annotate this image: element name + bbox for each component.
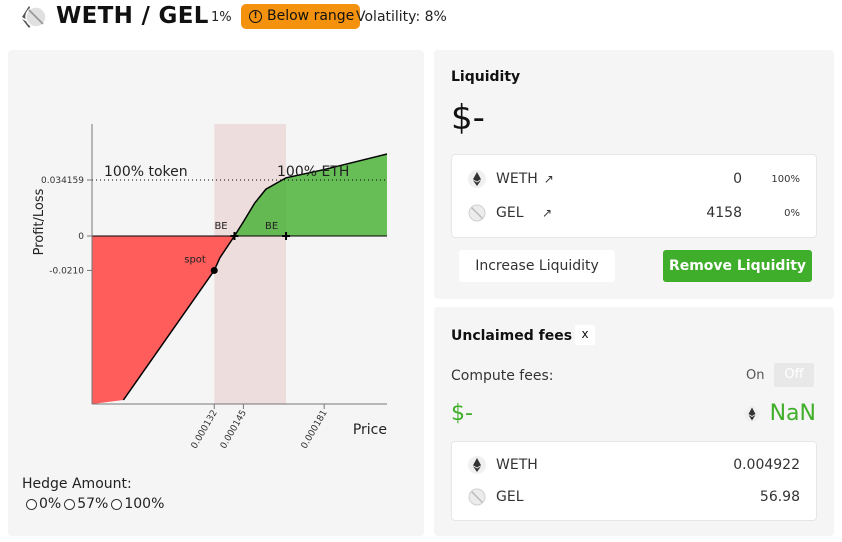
range-status-label: Below range	[267, 8, 355, 24]
loss-area	[92, 236, 235, 404]
compute-fees-toggle-off[interactable]: Off	[774, 363, 814, 387]
break-even-marker	[230, 232, 239, 240]
y-axis-label: Profit/Loss	[32, 188, 47, 255]
hedge-option-0[interactable]: 0%	[26, 496, 61, 512]
spot-point	[210, 266, 218, 274]
gel-token-icon	[468, 204, 486, 222]
token-amount: 0	[733, 171, 742, 187]
break-even-label: BE	[214, 221, 227, 232]
external-link-arrow-icon[interactable]: ↗	[543, 172, 554, 186]
hedge-option-label: 57%	[77, 496, 109, 512]
hedge-amount-options: 0% 57% 100%	[26, 496, 164, 512]
eth-icon	[468, 170, 486, 188]
hedge-option-label: 100%	[124, 496, 165, 512]
fee-token-row-gel: GEL 56.98	[468, 485, 800, 509]
liquidity-title: Liquidity	[451, 69, 521, 85]
profit-area	[234, 154, 387, 236]
range-status-badge: ! Below range	[241, 4, 361, 29]
gel-token-icon	[468, 488, 486, 506]
liquidity-value: $-	[451, 98, 485, 138]
fee-tier: 1%	[211, 10, 232, 25]
pair-tokens-icon	[22, 6, 47, 28]
increase-liquidity-button[interactable]: Increase Liquidity	[459, 250, 615, 282]
eth-icon	[468, 456, 486, 474]
remove-liquidity-button[interactable]: Remove Liquidity	[663, 250, 812, 282]
region-label-eth: 100% ETH	[277, 164, 349, 180]
hedge-option-100[interactable]: 100%	[111, 496, 164, 512]
close-button[interactable]: x	[575, 325, 595, 345]
y-tick-label: -0.0210	[49, 266, 84, 276]
token-row-gel: GEL ↗ 4158 0%	[468, 201, 800, 225]
x-tick-label: 0.000132	[190, 409, 220, 451]
fees-eth-value: NaN	[743, 401, 816, 426]
token-name: WETH	[496, 171, 538, 187]
y-tick-label: 0.034159	[41, 176, 84, 186]
token-name: GEL	[496, 489, 524, 505]
price-range-band	[214, 124, 287, 404]
volatility-label: Volatility: 8%	[356, 9, 447, 25]
token-name: GEL	[496, 205, 524, 221]
token-row-weth: WETH ↗ 0 100%	[468, 167, 800, 191]
x-tick-label: 0.000145	[219, 409, 249, 451]
radio-button[interactable]	[26, 498, 37, 510]
compute-fees-label: Compute fees:	[451, 368, 554, 384]
x-axis-label: Price	[353, 422, 387, 438]
fees-eth-amount: NaN	[769, 401, 816, 426]
position-header: WETH / GEL 1% ! Below range Volatility: …	[0, 0, 842, 40]
fees-token-list: WETH 0.004922 GEL 56.98	[451, 441, 817, 521]
radio-button[interactable]	[64, 498, 76, 510]
x-tick-label: 0.000181	[300, 409, 330, 451]
token-name: WETH	[496, 457, 538, 473]
payoff-chart: 0.034159 0 -0.0210 0.000132 0.000145 0.000181…	[32, 124, 388, 451]
token-amount: 0.004922	[733, 457, 800, 473]
unclaimed-fees-title: Unclaimed fees	[451, 328, 573, 344]
external-link-arrow-icon[interactable]: ↗	[542, 206, 553, 220]
radio-button[interactable]	[111, 498, 123, 510]
token-percent: 0%	[784, 207, 800, 219]
fee-token-row-weth: WETH 0.004922	[468, 453, 800, 477]
fees-usd-value: $-	[451, 401, 473, 426]
compute-fees-toggle-on[interactable]: On	[746, 368, 765, 383]
y-tick-label: 0	[78, 232, 84, 242]
eth-icon	[743, 405, 760, 422]
liquidity-panel: Liquidity $- WETH ↗ 0 100% GEL ↗ 4158 0%…	[434, 50, 834, 299]
pair-title: WETH / GEL	[56, 3, 209, 29]
alert-circle-icon: !	[249, 10, 262, 23]
token-percent: 100%	[771, 173, 800, 185]
token-amount: 4158	[706, 205, 742, 221]
hedge-option-57[interactable]: 57%	[64, 496, 108, 512]
hedge-amount-label: Hedge Amount:	[22, 476, 132, 492]
liquidity-token-list: WETH ↗ 0 100% GEL ↗ 4158 0%	[451, 154, 817, 238]
payoff-chart-panel: 0.034159 0 -0.0210 0.000132 0.000145 0.000181…	[8, 50, 424, 536]
hedge-option-label: 0%	[39, 496, 62, 512]
region-label-token: 100% token	[104, 164, 188, 180]
token-amount: 56.98	[759, 489, 800, 505]
break-even-label: BE	[265, 221, 278, 232]
unclaimed-fees-panel: Unclaimed fees x Compute fees: On Off $-…	[434, 307, 834, 536]
spot-label: spot	[184, 254, 206, 265]
break-even-marker	[282, 232, 291, 240]
pnl-line	[122, 153, 388, 401]
